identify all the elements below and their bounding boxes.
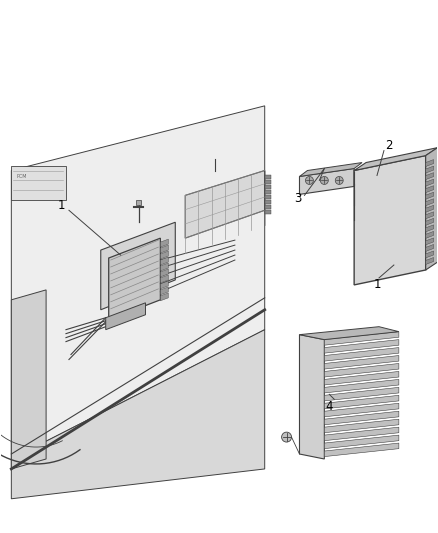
Bar <box>265 185 271 189</box>
Text: 1: 1 <box>373 278 381 292</box>
Polygon shape <box>324 364 399 377</box>
Polygon shape <box>324 427 399 441</box>
Polygon shape <box>324 387 399 401</box>
Polygon shape <box>426 205 434 212</box>
Polygon shape <box>426 166 434 173</box>
Polygon shape <box>160 251 168 259</box>
Polygon shape <box>426 148 438 270</box>
Polygon shape <box>324 332 399 345</box>
Polygon shape <box>160 281 168 289</box>
Polygon shape <box>109 238 160 320</box>
Polygon shape <box>426 173 434 180</box>
Text: 3: 3 <box>294 192 301 205</box>
Text: 2: 2 <box>385 139 392 152</box>
Polygon shape <box>354 156 426 285</box>
Polygon shape <box>324 395 399 409</box>
Polygon shape <box>426 219 434 225</box>
Polygon shape <box>11 290 46 469</box>
Polygon shape <box>426 251 434 258</box>
Circle shape <box>282 432 292 442</box>
Polygon shape <box>160 239 168 247</box>
Bar <box>265 175 271 180</box>
Bar <box>265 190 271 195</box>
Polygon shape <box>160 293 168 301</box>
Bar <box>11 166 66 200</box>
Bar <box>265 196 271 199</box>
Bar <box>135 200 141 205</box>
Polygon shape <box>160 287 168 295</box>
Polygon shape <box>160 257 168 265</box>
Polygon shape <box>324 435 399 449</box>
Polygon shape <box>300 163 362 176</box>
Polygon shape <box>324 356 399 369</box>
Bar <box>265 200 271 204</box>
Polygon shape <box>426 179 434 186</box>
Circle shape <box>335 176 343 184</box>
Polygon shape <box>324 419 399 433</box>
Polygon shape <box>354 148 438 171</box>
Polygon shape <box>106 303 145 330</box>
Polygon shape <box>426 245 434 252</box>
Polygon shape <box>300 335 324 459</box>
Polygon shape <box>324 372 399 385</box>
Polygon shape <box>324 411 399 425</box>
Polygon shape <box>426 192 434 199</box>
Circle shape <box>320 176 328 184</box>
Polygon shape <box>11 106 265 459</box>
Bar <box>265 205 271 209</box>
Polygon shape <box>426 238 434 245</box>
Bar <box>265 211 271 214</box>
Circle shape <box>305 176 314 184</box>
Polygon shape <box>324 443 399 457</box>
Polygon shape <box>426 212 434 219</box>
Polygon shape <box>101 222 175 310</box>
Polygon shape <box>300 168 354 195</box>
Polygon shape <box>426 185 434 192</box>
Text: 1: 1 <box>57 199 65 212</box>
Polygon shape <box>324 348 399 361</box>
Polygon shape <box>426 257 434 264</box>
Polygon shape <box>324 403 399 417</box>
Polygon shape <box>426 159 434 166</box>
Text: 4: 4 <box>325 400 333 413</box>
Polygon shape <box>324 340 399 353</box>
Polygon shape <box>185 171 265 238</box>
Polygon shape <box>160 245 168 253</box>
Bar <box>265 181 271 184</box>
Polygon shape <box>160 275 168 283</box>
Polygon shape <box>160 263 168 271</box>
Text: PCM: PCM <box>16 174 27 180</box>
Polygon shape <box>324 379 399 393</box>
Polygon shape <box>426 225 434 232</box>
Polygon shape <box>300 327 399 340</box>
Polygon shape <box>160 269 168 277</box>
Polygon shape <box>426 231 434 238</box>
Polygon shape <box>11 330 265 499</box>
Polygon shape <box>426 199 434 206</box>
